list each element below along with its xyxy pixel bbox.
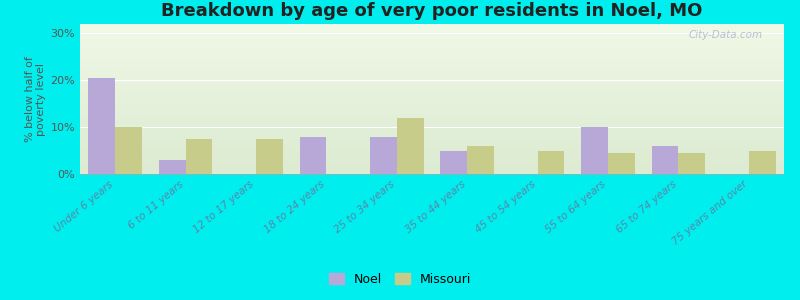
Bar [678,153,705,174]
Bar [582,127,608,174]
Bar [115,127,142,174]
Bar [397,118,423,174]
Bar [186,139,212,174]
Bar [89,78,115,174]
Bar [652,146,678,174]
Bar [300,136,326,174]
Text: City-Data.com: City-Data.com [689,30,763,40]
Bar [538,151,564,174]
Bar [467,146,494,174]
Bar [159,160,186,174]
Bar [370,136,397,174]
Y-axis label: % below half of
poverty level: % below half of poverty level [25,56,46,142]
Legend: Noel, Missouri: Noel, Missouri [324,268,476,291]
Title: Breakdown by age of very poor residents in Noel, MO: Breakdown by age of very poor residents … [162,2,702,20]
Bar [441,151,467,174]
Bar [749,151,775,174]
Bar [608,153,634,174]
Bar [256,139,282,174]
